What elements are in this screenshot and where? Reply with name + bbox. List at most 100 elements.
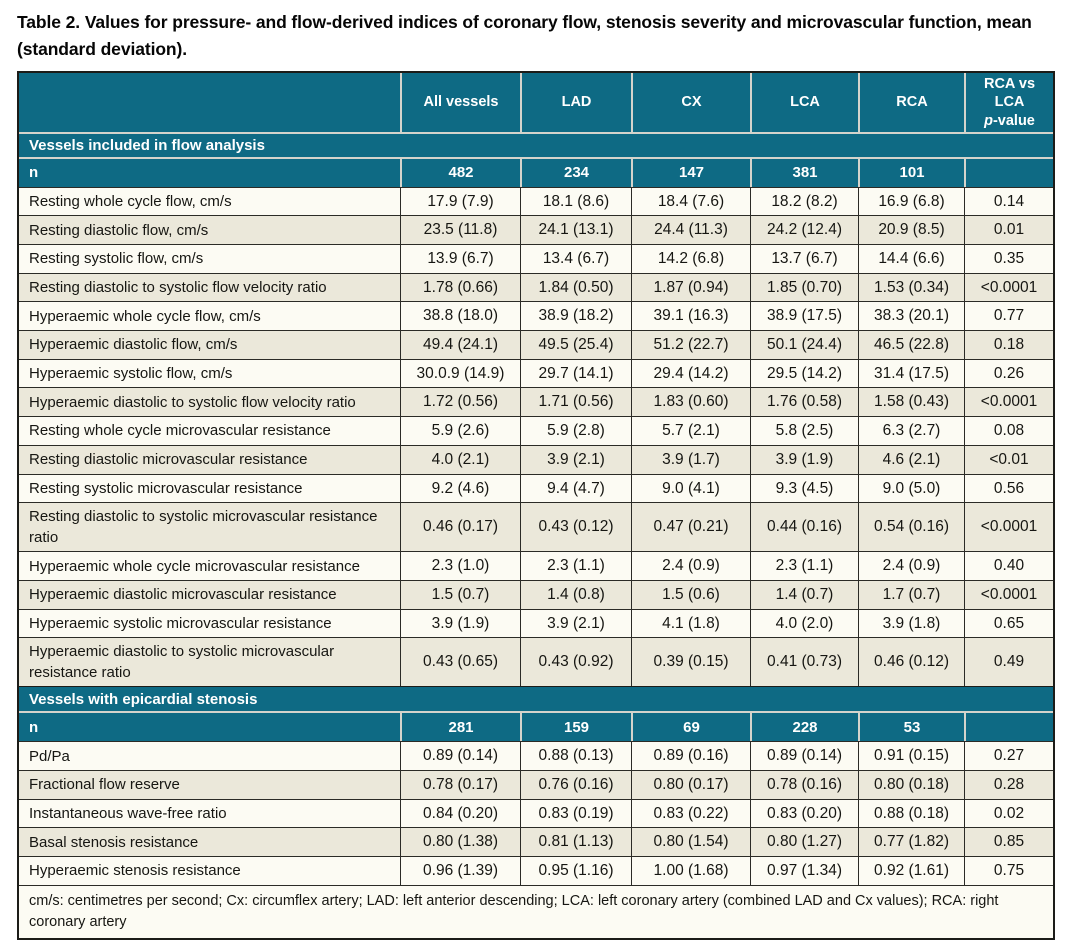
table-row: Resting whole cycle flow, cm/s 17.9 (7.9)… bbox=[19, 186, 1053, 216]
n-value-cell: 482 bbox=[400, 156, 520, 187]
value-cell: 0.76 (0.16) bbox=[520, 769, 631, 799]
value-cell: 1.58 (0.43) bbox=[858, 387, 964, 417]
n-value-cell: 228 bbox=[750, 711, 858, 742]
value-cell: 18.1 (8.6) bbox=[520, 186, 631, 216]
n-row: n 281 159 69 228 53 bbox=[19, 711, 1053, 742]
value-cell: 0.43 (0.65) bbox=[400, 637, 520, 687]
row-label-cell: Resting systolic flow, cm/s bbox=[19, 244, 400, 273]
row-label-cell: Resting diastolic to systolic flow veloc… bbox=[19, 272, 400, 302]
value-cell: 38.9 (17.5) bbox=[750, 301, 858, 331]
value-cell: 24.2 (12.4) bbox=[750, 215, 858, 244]
value-cell: 0.96 (1.39) bbox=[400, 856, 520, 885]
p-value-cell: 0.65 bbox=[964, 608, 1053, 638]
value-cell: 1.78 (0.66) bbox=[400, 272, 520, 302]
value-cell: 13.4 (6.7) bbox=[520, 244, 631, 273]
n-empty-cell bbox=[964, 711, 1053, 742]
value-cell: 0.97 (1.34) bbox=[750, 856, 858, 885]
row-label-cell: Resting diastolic to systolic microvascu… bbox=[19, 502, 400, 552]
value-cell: 9.3 (4.5) bbox=[750, 473, 858, 503]
value-cell: 0.88 (0.13) bbox=[520, 741, 631, 770]
value-cell: 0.78 (0.16) bbox=[750, 769, 858, 799]
n-row: n 482 234 147 381 101 bbox=[19, 156, 1053, 187]
value-cell: 3.9 (1.9) bbox=[750, 444, 858, 474]
table-row: Hyperaemic diastolic microvascular resis… bbox=[19, 579, 1053, 609]
n-value-cell: 53 bbox=[858, 711, 964, 742]
value-cell: 38.8 (18.0) bbox=[400, 301, 520, 331]
value-cell: 3.9 (1.8) bbox=[858, 608, 964, 638]
pvalue-header-line1: RCA vs LCA bbox=[983, 76, 1036, 111]
value-cell: 13.9 (6.7) bbox=[400, 244, 520, 273]
table-row: Resting diastolic to systolic microvascu… bbox=[19, 502, 1053, 552]
section-label: Vessels with epicardial stenosis bbox=[19, 686, 1053, 711]
n-value-cell: 69 bbox=[631, 711, 750, 742]
row-label-cell: Hyperaemic systolic microvascular resist… bbox=[19, 608, 400, 638]
value-cell: 0.78 (0.17) bbox=[400, 769, 520, 799]
value-cell: 31.4 (17.5) bbox=[858, 358, 964, 388]
n-value-cell: 281 bbox=[400, 711, 520, 742]
value-cell: 0.89 (0.14) bbox=[400, 741, 520, 770]
p-value-cell: <0.0001 bbox=[964, 502, 1053, 552]
table-row: Hyperaemic whole cycle flow, cm/s 38.8 (1… bbox=[19, 301, 1053, 331]
value-cell: 1.84 (0.50) bbox=[520, 272, 631, 302]
p-value-cell: 0.75 bbox=[964, 856, 1053, 885]
column-header: LCA bbox=[750, 73, 858, 132]
value-cell: 5.7 (2.1) bbox=[631, 416, 750, 445]
value-cell: 0.80 (0.17) bbox=[631, 769, 750, 799]
value-cell: 39.1 (16.3) bbox=[631, 301, 750, 331]
row-label-cell: Instantaneous wave-free ratio bbox=[19, 798, 400, 828]
table-row: Hyperaemic diastolic flow, cm/s 49.4 (24.… bbox=[19, 330, 1053, 359]
value-cell: 0.80 (1.27) bbox=[750, 827, 858, 856]
row-label-cell: Hyperaemic diastolic flow, cm/s bbox=[19, 330, 400, 359]
p-value-cell: 0.02 bbox=[964, 798, 1053, 828]
p-value-cell: 0.14 bbox=[964, 186, 1053, 216]
pvalue-header-rest: -value bbox=[992, 112, 1035, 129]
value-cell: 29.5 (14.2) bbox=[750, 358, 858, 388]
p-value-cell: <0.0001 bbox=[964, 387, 1053, 417]
p-value-cell: 0.85 bbox=[964, 827, 1053, 856]
table-title: Table 2. Values for pressure- and flow-d… bbox=[17, 12, 1032, 60]
value-cell: 6.3 (2.7) bbox=[858, 416, 964, 445]
value-cell: 0.89 (0.16) bbox=[631, 741, 750, 770]
column-header: All vessels bbox=[400, 73, 520, 132]
section-header-row: Vessels included in flow analysis bbox=[19, 131, 1053, 157]
table-row: Basal stenosis resistance 0.80 (1.38) 0.81… bbox=[19, 827, 1053, 856]
value-cell: 1.71 (0.56) bbox=[520, 387, 631, 417]
table-row: Hyperaemic stenosis resistance 0.96 (1.39… bbox=[19, 856, 1053, 885]
value-cell: 23.5 (11.8) bbox=[400, 215, 520, 244]
value-cell: 2.3 (1.1) bbox=[750, 551, 858, 580]
value-cell: 3.9 (1.7) bbox=[631, 444, 750, 474]
value-cell: 14.4 (6.6) bbox=[858, 244, 964, 273]
value-cell: 16.9 (6.8) bbox=[858, 186, 964, 216]
row-label-cell: Hyperaemic systolic flow, cm/s bbox=[19, 358, 400, 388]
table-row: Resting diastolic to systolic flow veloc… bbox=[19, 272, 1053, 302]
value-cell: 1.83 (0.60) bbox=[631, 387, 750, 417]
row-label-cell: Hyperaemic diastolic to systolic flow ve… bbox=[19, 387, 400, 417]
p-value-cell: 0.40 bbox=[964, 551, 1053, 580]
value-cell: 51.2 (22.7) bbox=[631, 330, 750, 359]
value-cell: 49.5 (25.4) bbox=[520, 330, 631, 359]
value-cell: 0.80 (0.18) bbox=[858, 769, 964, 799]
p-value-cell: 0.01 bbox=[964, 215, 1053, 244]
table-row: Pd/Pa 0.89 (0.14) 0.88 (0.13) 0.89 (0.16) 0.… bbox=[19, 741, 1053, 770]
table-row: Fractional flow reserve 0.78 (0.17) 0.76 (… bbox=[19, 769, 1053, 799]
table-row: Hyperaemic systolic microvascular resist… bbox=[19, 608, 1053, 638]
value-cell: 0.44 (0.16) bbox=[750, 502, 858, 552]
p-value-cell: 0.77 bbox=[964, 301, 1053, 331]
table-row: Instantaneous wave-free ratio 0.84 (0.20)… bbox=[19, 798, 1053, 828]
row-label-cell: Resting systolic microvascular resistanc… bbox=[19, 473, 400, 503]
value-cell: 49.4 (24.1) bbox=[400, 330, 520, 359]
value-cell: 1.00 (1.68) bbox=[631, 856, 750, 885]
pvalue-header-italic: p bbox=[984, 112, 993, 129]
footnote: cm/s: centimetres per second; Cx: circum… bbox=[19, 884, 1053, 938]
value-cell: 5.9 (2.6) bbox=[400, 416, 520, 445]
p-value-cell: <0.0001 bbox=[964, 272, 1053, 302]
value-cell: 0.80 (1.54) bbox=[631, 827, 750, 856]
value-cell: 1.76 (0.58) bbox=[750, 387, 858, 417]
value-cell: 3.9 (2.1) bbox=[520, 608, 631, 638]
value-cell: 29.7 (14.1) bbox=[520, 358, 631, 388]
table-row: Resting systolic microvascular resistanc… bbox=[19, 473, 1053, 503]
value-cell: 4.6 (2.1) bbox=[858, 444, 964, 474]
header-row: All vessels LAD CX LCA RCA RCA vs LCA p-value bbox=[19, 73, 1053, 132]
value-cell: 0.39 (0.15) bbox=[631, 637, 750, 687]
